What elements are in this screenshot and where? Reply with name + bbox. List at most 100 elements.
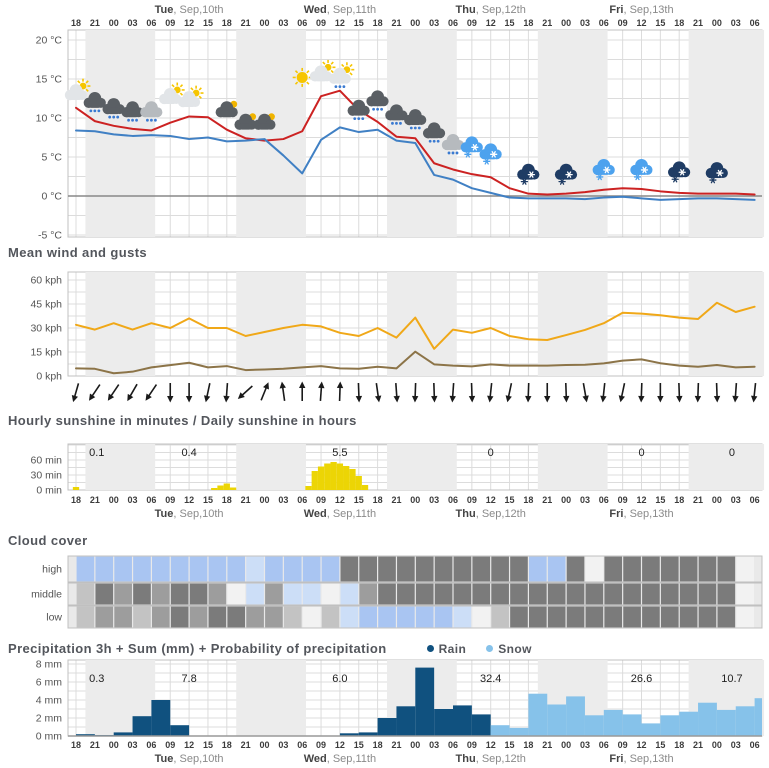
svg-text:06: 06 bbox=[297, 495, 307, 505]
svg-text:Thu, Sep,12th: Thu, Sep,12th bbox=[456, 753, 526, 765]
svg-text:15: 15 bbox=[354, 18, 364, 28]
precip-bar-rain bbox=[377, 718, 397, 736]
wind-direction-arrows bbox=[71, 381, 758, 403]
svg-text:03: 03 bbox=[731, 740, 741, 750]
svg-text:5 °C: 5 °C bbox=[41, 152, 62, 164]
svg-text:4 mm: 4 mm bbox=[36, 695, 63, 707]
night-band bbox=[236, 444, 306, 490]
svg-text:60 min: 60 min bbox=[30, 455, 62, 467]
cloud-panel-title: Cloud cover bbox=[8, 533, 88, 548]
wind-arrow bbox=[145, 384, 158, 401]
svg-text:15: 15 bbox=[354, 740, 364, 750]
weather-icon-raind bbox=[422, 122, 446, 143]
svg-text:Tue, Sep,10th: Tue, Sep,10th bbox=[155, 508, 224, 520]
night-band bbox=[387, 272, 457, 376]
svg-text:18: 18 bbox=[71, 495, 81, 505]
svg-text:09: 09 bbox=[467, 740, 477, 750]
svg-text:06: 06 bbox=[146, 18, 156, 28]
day-header-row: Tue, Sep,10th Wed, Sep,11th Thu, Sep,12th F… bbox=[155, 4, 674, 16]
svg-text:15 kph: 15 kph bbox=[30, 347, 62, 359]
svg-text:Fri, Sep,13th: Fri, Sep,13th bbox=[609, 508, 673, 520]
svg-text:12: 12 bbox=[335, 495, 345, 505]
wind-panel-title: Mean wind and gusts bbox=[8, 245, 148, 260]
svg-text:45 kph: 45 kph bbox=[30, 299, 62, 311]
precip-bar-snow bbox=[547, 704, 567, 736]
precip-bar-rain bbox=[151, 700, 171, 736]
weather-icon-raind bbox=[404, 109, 427, 130]
svg-text:09: 09 bbox=[316, 18, 326, 28]
precip-bar-snow bbox=[660, 715, 680, 736]
svg-text:0: 0 bbox=[638, 447, 644, 459]
svg-text:15: 15 bbox=[505, 18, 515, 28]
sunshine-bar bbox=[317, 466, 325, 490]
daily-sunshine-labels: 0.1 0.4 5.5 0 0 0 bbox=[89, 447, 735, 459]
svg-text:21: 21 bbox=[391, 18, 401, 28]
time-tick-row: 18 21 00 03 06 09 12 15 18 21 00 03 06 09 12 15 18 21 00 03… bbox=[71, 740, 760, 750]
precip-bar-rain bbox=[170, 725, 190, 736]
wind-arrow bbox=[260, 382, 269, 401]
svg-text:15: 15 bbox=[505, 740, 515, 750]
svg-text:12: 12 bbox=[184, 495, 194, 505]
svg-text:03: 03 bbox=[580, 18, 590, 28]
wind-y-axis: 60 kph 45 kph 30 kph 15 kph 0 kph bbox=[30, 275, 62, 383]
svg-text:09: 09 bbox=[618, 18, 628, 28]
wind-arrow bbox=[167, 383, 174, 403]
precip-bar-snow bbox=[754, 698, 762, 736]
precip-bars bbox=[68, 667, 762, 737]
night-band bbox=[688, 272, 765, 376]
cloud-cover-chart: high middle low bbox=[31, 555, 763, 629]
svg-text:18: 18 bbox=[674, 495, 684, 505]
svg-text:00: 00 bbox=[410, 495, 420, 505]
svg-text:03: 03 bbox=[580, 740, 590, 750]
temperature-red-line bbox=[75, 89, 756, 196]
svg-text:10 °C: 10 °C bbox=[36, 113, 63, 125]
svg-text:0 mm: 0 mm bbox=[36, 731, 63, 743]
svg-text:15: 15 bbox=[655, 740, 665, 750]
svg-text:03: 03 bbox=[429, 18, 439, 28]
gusts-line bbox=[75, 301, 756, 350]
weather-icon-partsun bbox=[177, 85, 204, 108]
svg-text:0: 0 bbox=[729, 447, 735, 459]
svg-text:21: 21 bbox=[90, 18, 100, 28]
svg-text:00: 00 bbox=[259, 495, 269, 505]
svg-text:03: 03 bbox=[278, 18, 288, 28]
wind-arrow bbox=[618, 383, 626, 403]
svg-text:10.7: 10.7 bbox=[721, 673, 742, 685]
precip-bar-snow bbox=[698, 702, 717, 736]
svg-text:21: 21 bbox=[542, 495, 552, 505]
svg-text:00: 00 bbox=[410, 740, 420, 750]
weather-icon-snowb bbox=[460, 136, 483, 158]
svg-text:06: 06 bbox=[146, 495, 156, 505]
svg-text:18: 18 bbox=[523, 495, 533, 505]
svg-text:09: 09 bbox=[467, 18, 477, 28]
svg-text:12: 12 bbox=[486, 740, 496, 750]
time-tick-row: 18 21 00 03 06 09 12 15 18 21 00 03 06 09 12 15 18 21 00 03… bbox=[71, 18, 760, 28]
wind-arrow bbox=[431, 382, 438, 403]
temp-y-axis: 20 °C 15 °C 10 °C 5 °C 0 °C -5 °C bbox=[36, 35, 63, 241]
precip-bar-rain bbox=[358, 732, 378, 736]
svg-text:12: 12 bbox=[636, 18, 646, 28]
svg-text:00: 00 bbox=[561, 495, 571, 505]
weather-icon-raind bbox=[366, 90, 389, 111]
wind-arrow bbox=[638, 382, 645, 403]
cloud-row-label: low bbox=[46, 612, 62, 624]
svg-text:06: 06 bbox=[599, 740, 609, 750]
precip-bar-rain bbox=[132, 716, 152, 736]
weather-icon-moond bbox=[215, 100, 238, 118]
weather-icon-raind bbox=[347, 99, 370, 121]
svg-text:06: 06 bbox=[750, 18, 760, 28]
svg-text:15: 15 bbox=[655, 495, 665, 505]
sunshine-bars bbox=[72, 462, 369, 490]
cloud-row-high bbox=[67, 555, 763, 583]
night-band bbox=[688, 30, 765, 237]
svg-text:00: 00 bbox=[109, 740, 119, 750]
weather-icon-snown bbox=[517, 163, 540, 185]
night-band bbox=[85, 272, 156, 376]
precip-bar-rain bbox=[415, 667, 435, 736]
day-header-row: Tue, Sep,10th Wed, Sep,11th Thu, Sep,12th F… bbox=[155, 508, 674, 520]
wind-arrow bbox=[582, 382, 589, 403]
sunshine-bar bbox=[343, 466, 350, 490]
temperature-chart: 20 °C 15 °C 10 °C 5 °C 0 °C -5 °C Tue, Sep,10t… bbox=[36, 4, 765, 241]
daily-precip-labels: 0.3 7.8 6.0 32.4 26.6 10.7 bbox=[89, 673, 743, 685]
